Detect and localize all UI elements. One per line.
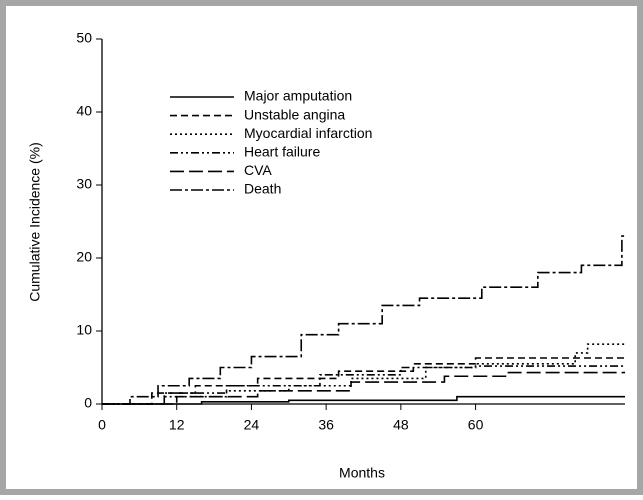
series-line <box>102 395 625 405</box>
y-axis-label: Cumulative Incidence (%) <box>27 142 43 302</box>
x-tick-label: 36 <box>318 417 334 433</box>
y-tick-label: 30 <box>76 176 92 192</box>
y-tick-label: 10 <box>76 322 92 338</box>
series-line <box>102 371 625 405</box>
series-line <box>102 235 625 405</box>
y-tick-label: 50 <box>76 30 92 46</box>
series-line <box>102 365 625 405</box>
legend-label: Unstable angina <box>244 106 345 122</box>
x-tick-label: 24 <box>244 417 260 433</box>
y-tick-label: 20 <box>76 249 92 265</box>
y-tick-label: 40 <box>76 103 92 119</box>
x-tick-label: 48 <box>393 417 409 433</box>
legend-label: Major amputation <box>244 88 352 104</box>
x-tick-label: 0 <box>98 417 106 433</box>
x-tick-label: 60 <box>468 417 484 433</box>
x-axis-label: Months <box>339 465 385 481</box>
y-tick-label: 0 <box>84 395 92 411</box>
legend-label: Death <box>244 181 281 197</box>
series-line <box>102 357 625 405</box>
legend-label: CVA <box>244 162 272 178</box>
legend-label: Myocardial infarction <box>244 125 372 141</box>
x-tick-label: 12 <box>169 417 185 433</box>
legend-label: Heart failure <box>244 144 320 160</box>
